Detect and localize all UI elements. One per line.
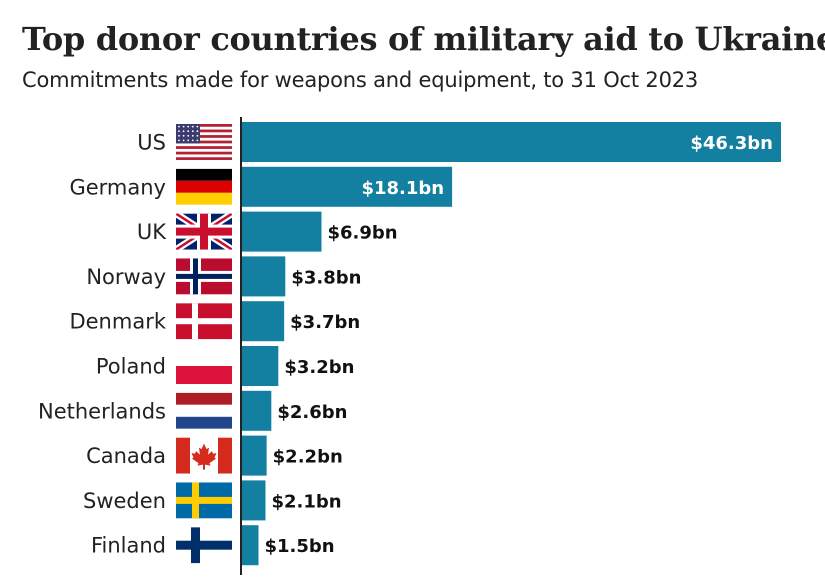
category-label: UK: [137, 220, 167, 244]
category-label: Canada: [86, 444, 166, 468]
category-label: Poland: [96, 355, 166, 379]
poland-flag-icon: [176, 348, 232, 384]
value-label: $3.2bn: [284, 357, 354, 378]
germany-flag-icon: [176, 168, 232, 205]
category-label: Norway: [86, 265, 166, 289]
denmark-flag-icon: [176, 303, 232, 340]
chart-title: Top donor countries of military aid to U…: [22, 20, 825, 58]
sweden-flag-icon: [176, 482, 232, 519]
chart-subtitle: Commitments made for weapons and equipme…: [22, 68, 699, 92]
bar: [241, 346, 279, 386]
bar: [241, 525, 259, 566]
bar: [241, 390, 272, 431]
bar: [241, 256, 286, 297]
value-label: $2.1bn: [271, 491, 341, 512]
value-label: $6.9bn: [327, 223, 397, 244]
value-label: $46.3bn: [690, 133, 773, 154]
value-label: $2.6bn: [277, 402, 347, 423]
bar: [241, 211, 322, 252]
canada-flag-icon: [176, 437, 232, 474]
value-label: $3.8bn: [291, 267, 361, 288]
value-label: $18.1bn: [361, 178, 444, 199]
category-label: Finland: [91, 534, 166, 558]
bar: [241, 435, 267, 476]
labels-layer: US $46.3bn Germany $18.1bn UK $6.9bn Norway $3.…: [38, 131, 773, 558]
category-label: Netherlands: [38, 399, 166, 423]
value-label: $2.2bn: [273, 447, 343, 468]
finland-flag-icon: [176, 527, 232, 564]
value-label: $3.7bn: [290, 312, 360, 333]
category-label: Sweden: [83, 489, 166, 513]
bar: [241, 122, 781, 162]
category-label: Denmark: [69, 310, 166, 334]
norway-flag-icon: [176, 258, 232, 295]
netherlands-flag-icon: [176, 392, 232, 429]
bar: [241, 166, 453, 207]
bar: [241, 301, 285, 342]
uk-flag-icon: [176, 213, 232, 250]
category-label: US: [137, 131, 166, 155]
us-flag-icon: [176, 124, 232, 160]
category-label: Germany: [69, 175, 166, 199]
flags-layer: [176, 124, 232, 564]
value-label: $1.5bn: [264, 536, 334, 557]
bars-layer: [241, 122, 781, 566]
bar: [241, 480, 266, 521]
